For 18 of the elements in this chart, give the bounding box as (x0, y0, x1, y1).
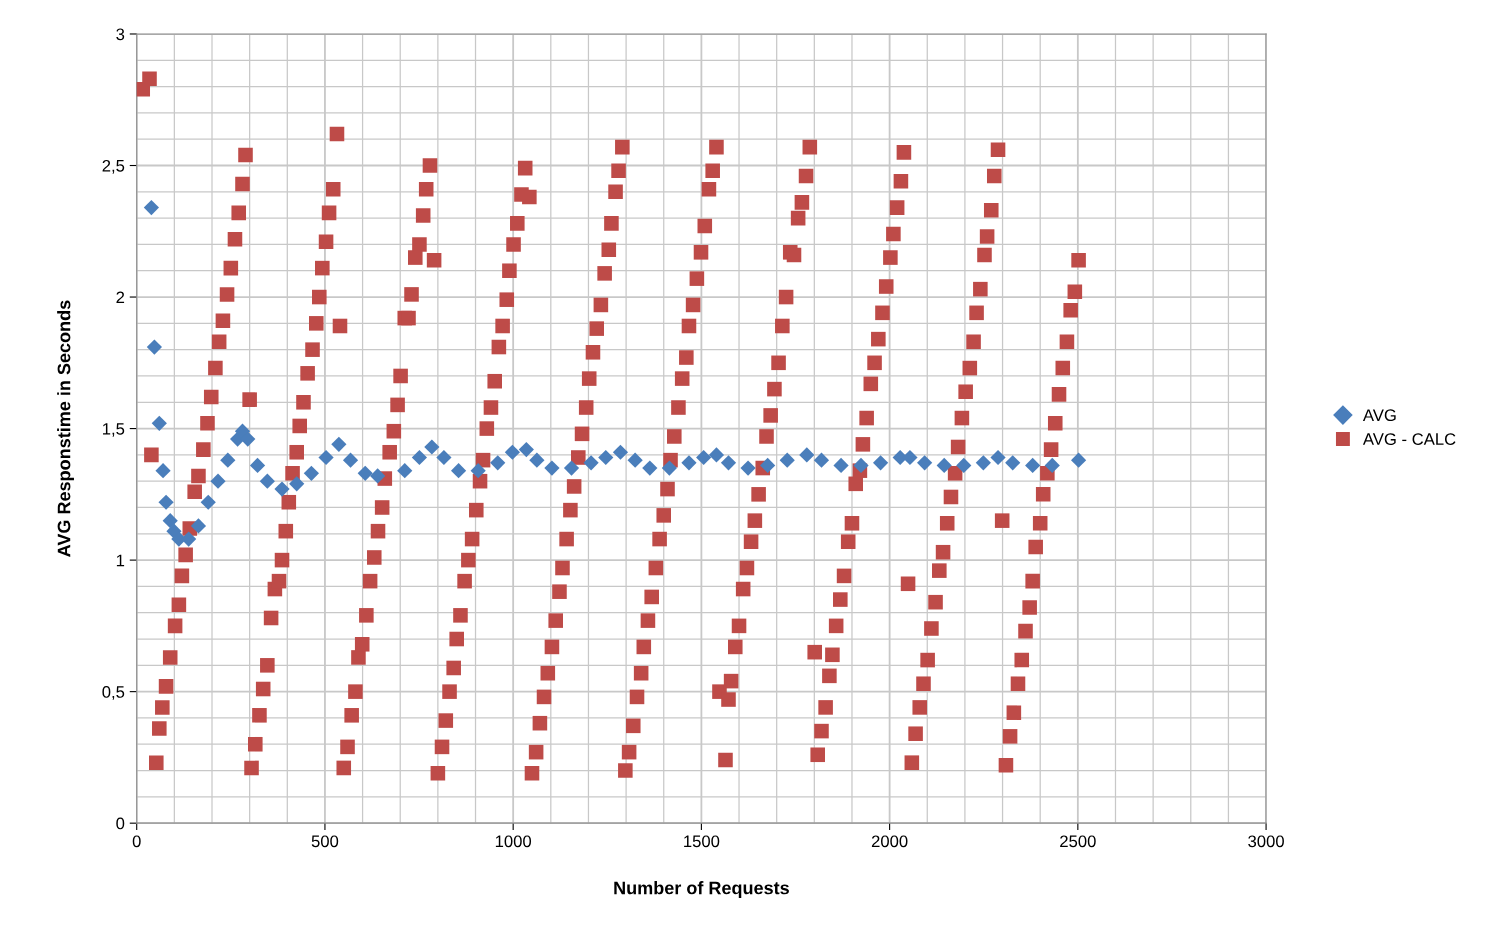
y-tick-label: 0,5 (102, 686, 125, 700)
x-tick-label: 500 (311, 835, 339, 848)
y-axis-title: AVG Responstime in Seconds (57, 300, 74, 557)
y-tick-label: 1,5 (103, 423, 125, 437)
x-tick-label: 0 (132, 835, 141, 848)
y-tick-label: 2 (116, 291, 125, 304)
legend-label: AVG - CALC (1362, 433, 1456, 445)
x-tick-label: 2000 (871, 835, 908, 848)
x-axis-title: Number of Requests (614, 881, 789, 898)
x-tick-label: 1000 (495, 835, 532, 848)
y-tick-label: 3 (116, 28, 125, 41)
x-tick-label: 3000 (1248, 835, 1284, 848)
x-tick-label: 2500 (1060, 835, 1096, 848)
y-tick-label: 0 (116, 817, 125, 830)
y-tick-label: 2,5 (102, 159, 125, 174)
legend-label: AVG (1362, 409, 1396, 422)
y-tick-label: 1 (116, 554, 125, 567)
x-tick-label: 1500 (684, 835, 720, 848)
